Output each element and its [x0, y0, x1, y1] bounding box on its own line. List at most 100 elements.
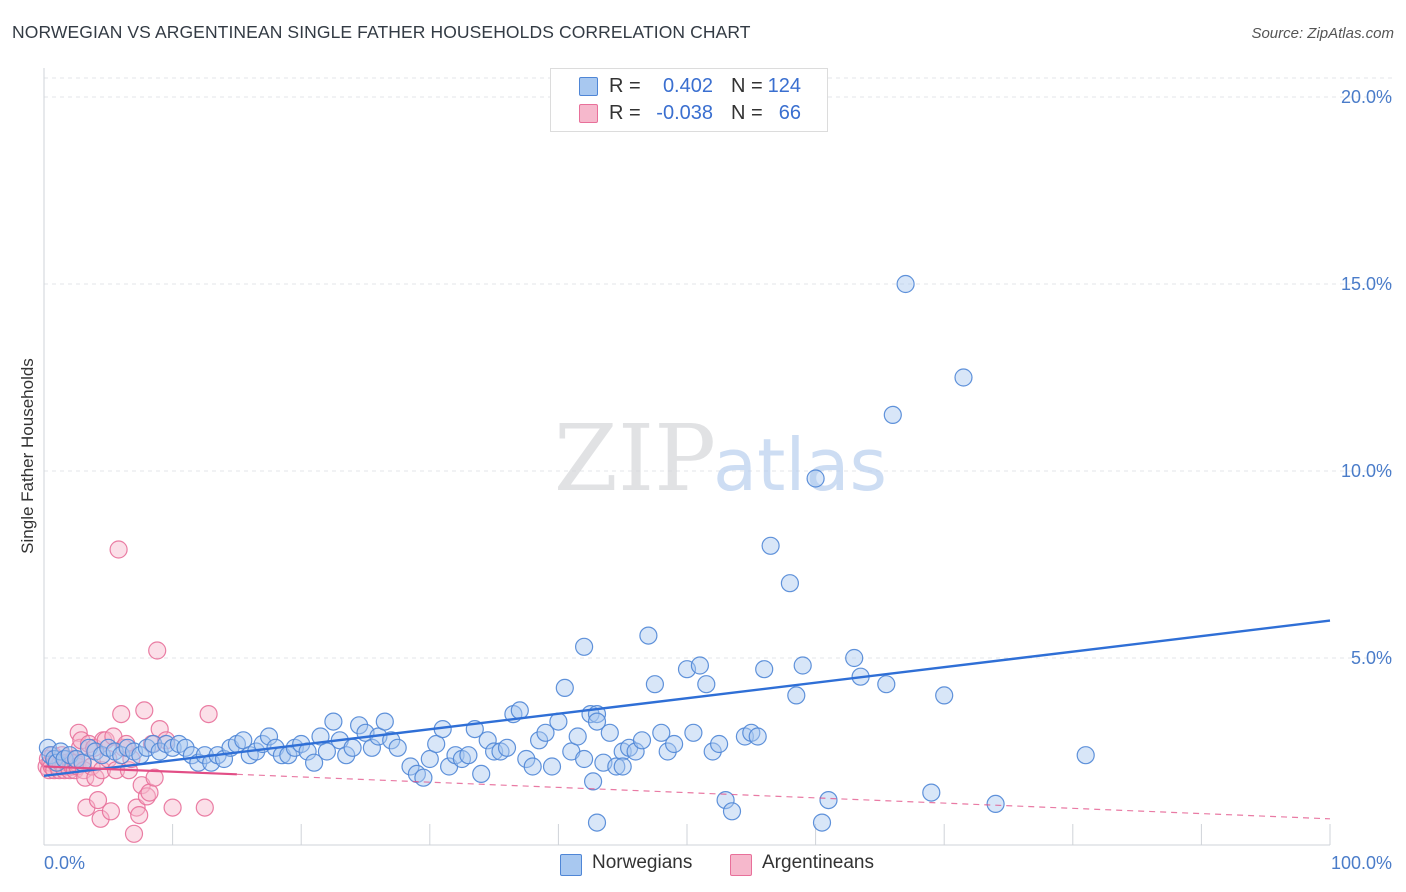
stats-legend: R = 0.402 N = 124 R = -0.038 N = 66 [550, 68, 828, 132]
norwegian-point [709, 734, 729, 754]
gridlines [44, 77, 1392, 659]
watermark-zip: ZIP [554, 405, 716, 512]
source-label: Source: ZipAtlas.com [1251, 25, 1394, 42]
legend-n-value: 124 [767, 75, 801, 97]
norwegian-point [645, 675, 665, 694]
norwegians-points [38, 274, 1095, 832]
argentinean-point [130, 805, 149, 825]
norwegian-point [472, 764, 491, 784]
argentinean-point [195, 798, 214, 817]
norwegian-point [716, 790, 735, 810]
norwegian-point [459, 746, 478, 765]
norwegian-point [478, 731, 497, 750]
norwegian-point [523, 757, 542, 776]
norwegian-point [761, 536, 780, 555]
axes [43, 68, 1331, 846]
norwegian-point [587, 813, 607, 832]
norwegian-point [388, 738, 407, 757]
norwegian-point [574, 637, 594, 656]
argentinean-point [163, 798, 182, 817]
watermark-atlas: atlas [713, 423, 887, 507]
legend-n-label: N = [731, 102, 763, 124]
norwegian-point [780, 574, 800, 593]
norwegian-point [555, 678, 574, 698]
legend-row-norwegians: R = 0.402 N = 124 [551, 73, 827, 99]
argentinean-point [199, 704, 218, 724]
y-tick-label: 15.0% [1341, 274, 1392, 294]
norwegian-point [922, 783, 941, 802]
norwegian-point [697, 675, 716, 694]
norwegian-point [517, 749, 536, 769]
norwegian-point [793, 656, 812, 675]
argentinean-point [109, 540, 128, 559]
norwegian-point [896, 274, 915, 294]
norwegian-point [420, 749, 439, 769]
legend-swatch-norwegians [579, 77, 598, 96]
norwegian-point [536, 723, 555, 742]
norwegian-point [350, 716, 369, 735]
trend-lines [43, 619, 1331, 820]
norwegian-point [529, 731, 549, 750]
norwegian-point [1076, 746, 1095, 765]
norwegian-point [414, 768, 433, 787]
norwegian-point [305, 753, 324, 772]
norwegian-point [748, 727, 767, 746]
norwegians-trend-line [43, 619, 1331, 778]
argentinean-point [124, 824, 144, 843]
norwegian-point [812, 813, 832, 832]
norwegian-point [427, 734, 446, 754]
argentinean-point [135, 701, 154, 720]
x-tick-label: 0.0% [44, 853, 85, 873]
argentinean-point [88, 790, 108, 810]
y-tick-label: 5.0% [1351, 648, 1392, 668]
norwegian-point [954, 368, 973, 387]
norwegian-point [684, 723, 703, 742]
norwegian-point [690, 656, 710, 675]
norwegian-point [626, 742, 645, 761]
norwegian-point [144, 734, 163, 754]
norwegian-point [787, 686, 806, 705]
argentinean-point [101, 802, 121, 821]
norwegian-point [317, 742, 336, 761]
argentinean-point [91, 809, 110, 828]
norwegian-point [819, 790, 838, 810]
legend-r-value: -0.038 [656, 102, 713, 124]
norwegian-point [935, 686, 954, 705]
norwegian-point [877, 675, 896, 694]
norwegian-point [568, 727, 587, 746]
norwegian-point [600, 723, 619, 742]
norwegian-point [337, 746, 356, 765]
norwegian-point [722, 802, 742, 821]
legend-row-argentineans: R = -0.038 N = 66 [551, 100, 827, 126]
argentineans-trend-line-dashed [236, 773, 1331, 820]
norwegian-point [401, 757, 420, 776]
norwegian-point [664, 734, 684, 754]
norwegian-point [574, 749, 594, 769]
norwegian-point [652, 723, 671, 742]
norwegian-point [703, 742, 722, 761]
chart-title: NORWEGIAN VS ARGENTINEAN SINGLE FATHER H… [12, 22, 751, 42]
norwegian-point [845, 648, 864, 668]
bottom-legend-label-argentineans: Argentineans [762, 852, 874, 873]
argentinean-point [148, 641, 167, 660]
legend-r-value: 0.402 [662, 75, 713, 97]
legend-r-label: R = [609, 102, 641, 124]
norwegian-point [375, 712, 394, 731]
norwegian-point [343, 738, 362, 757]
legend-n-label: N = [731, 75, 763, 97]
norwegian-point [382, 731, 401, 750]
x-tick-label: 100.0% [1331, 853, 1392, 873]
argentineans-points [37, 540, 218, 843]
argentinean-point [145, 768, 164, 787]
norwegian-point [658, 742, 677, 761]
bottom-legend-label-norwegians: Norwegians [592, 852, 693, 873]
legend-swatch-argentineans [579, 104, 598, 123]
norwegian-point [259, 727, 279, 746]
bottom-legend-swatch-norwegians [560, 854, 582, 876]
y-tick-label: 20.0% [1341, 87, 1392, 107]
norwegian-point [883, 405, 902, 424]
norwegian-point [806, 469, 825, 488]
norwegian-point [176, 738, 195, 757]
norwegian-point [607, 757, 626, 776]
